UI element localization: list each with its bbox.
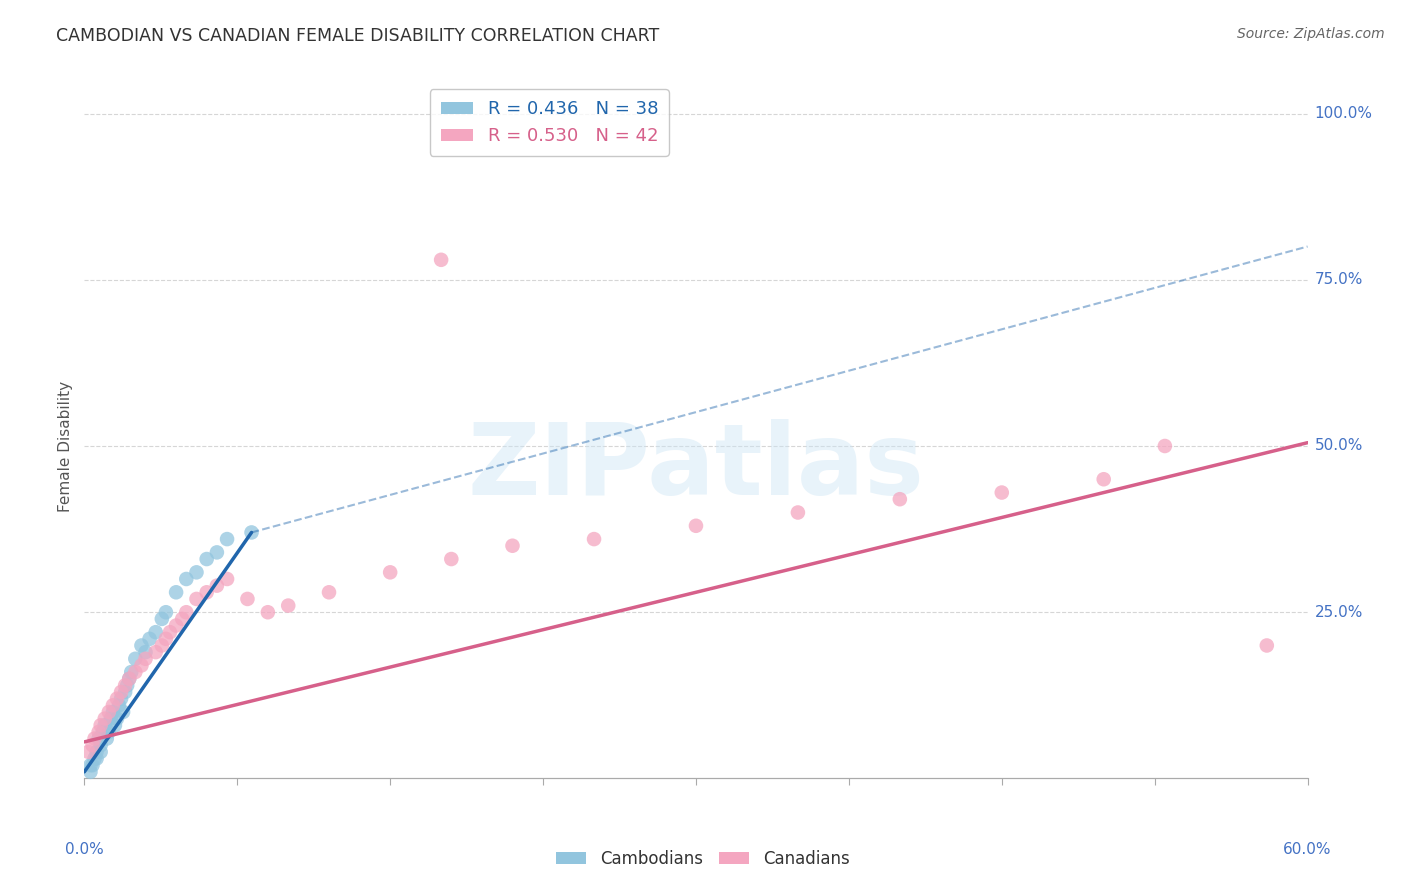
Point [205,579,228,593]
Text: 75.0%: 75.0% [1315,272,1362,287]
Text: ZIPatlas: ZIPatlas [468,419,924,516]
Point [145,645,167,659]
Point [318,585,340,599]
Point [150,639,173,653]
Point [83,731,105,746]
Point [83,751,105,765]
Point [159,625,181,640]
Point [110,685,132,699]
Point [86,745,108,759]
Legend: Cambodians, Canadians: Cambodians, Canadians [550,844,856,875]
Point [165,585,187,599]
Point [114,685,136,699]
Point [277,599,299,613]
Point [502,539,524,553]
Point [138,632,160,646]
Point [105,691,128,706]
Point [100,712,122,726]
Text: 100.0%: 100.0% [1315,106,1372,121]
Point [1092,472,1115,486]
Point [135,652,157,666]
Point [79,758,101,772]
Point [135,645,157,659]
Point [174,572,197,586]
Point [93,718,115,732]
Point [186,566,208,580]
Point [118,672,141,686]
Point [96,731,118,746]
Point [118,672,141,686]
Point [77,745,100,759]
Point [195,585,218,599]
Point [90,745,112,759]
Point [195,552,218,566]
Point [217,572,239,586]
Point [240,525,263,540]
Point [165,618,187,632]
Point [186,591,208,606]
Point [101,698,124,713]
Point [257,605,280,619]
Point [90,738,112,752]
Point [1256,639,1278,653]
Point [87,725,110,739]
Text: CAMBODIAN VS CANADIAN FEMALE DISABILITY CORRELATION CHART: CAMBODIAN VS CANADIAN FEMALE DISABILITY … [56,27,659,45]
Point [97,725,120,739]
Point [440,552,463,566]
Point [101,705,124,719]
Point [82,758,104,772]
Point [90,718,112,732]
Point [217,532,239,546]
Text: 50.0%: 50.0% [1315,439,1362,453]
Legend: R = 0.436   N = 38, R = 0.530   N = 42: R = 0.436 N = 38, R = 0.530 N = 42 [430,89,669,156]
Text: 0.0%: 0.0% [65,842,104,857]
Point [91,725,114,739]
Point [131,639,153,653]
Point [685,518,707,533]
Point [205,545,228,559]
Text: Source: ZipAtlas.com: Source: ZipAtlas.com [1237,27,1385,41]
Point [82,738,104,752]
Point [97,705,120,719]
Point [380,566,402,580]
Point [115,678,138,692]
Point [104,718,127,732]
Point [120,665,142,679]
Point [105,712,128,726]
Point [110,691,132,706]
Point [889,492,911,507]
Point [150,612,173,626]
Point [114,678,136,692]
Point [1154,439,1177,453]
Point [124,652,146,666]
Point [112,705,135,719]
Point [87,731,110,746]
Point [124,665,146,679]
Point [991,485,1014,500]
Point [131,658,153,673]
Point [430,252,453,267]
Point [174,605,197,619]
Point [108,698,131,713]
Point [155,632,177,646]
Text: 60.0%: 60.0% [1284,842,1331,857]
Point [155,605,177,619]
Y-axis label: Female Disability: Female Disability [58,380,73,512]
Point [79,764,101,779]
Point [145,625,167,640]
Point [93,712,115,726]
Point [583,532,606,546]
Point [787,506,810,520]
Text: 25.0%: 25.0% [1315,605,1362,620]
Point [172,612,194,626]
Point [236,591,259,606]
Point [86,751,108,765]
